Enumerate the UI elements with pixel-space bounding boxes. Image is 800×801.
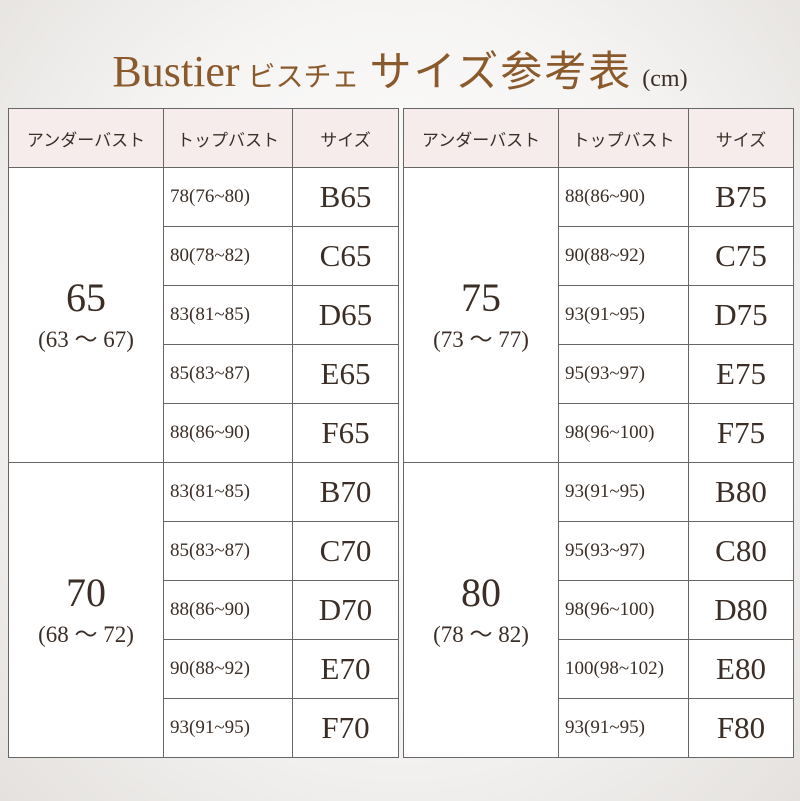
size-table: アンダーバスト トップバスト サイズ 65 (63 ～ 67) 78(76~80) B65 8… xyxy=(8,108,399,758)
top-bust: 93(91~95) xyxy=(163,698,293,758)
top-bust: 83(81~85) xyxy=(163,285,293,345)
size: F70 xyxy=(292,698,399,758)
top-bust: 88(86~90) xyxy=(163,403,293,463)
top-bust: 90(88~92) xyxy=(163,639,293,699)
under-bust-range: (78 ～ 82) xyxy=(433,622,529,647)
size: D75 xyxy=(688,285,794,345)
top-bust: 95(93~97) xyxy=(558,521,689,581)
header-row: アンダーバスト トップバスト サイズ xyxy=(8,108,399,168)
under-bust: 80 xyxy=(461,570,501,615)
row: 88(86~90) D70 xyxy=(9,580,399,640)
top-bust: 88(86~90) xyxy=(163,580,293,640)
size: B80 xyxy=(688,462,794,522)
top-bust: 93(91~95) xyxy=(558,462,689,522)
size: E65 xyxy=(292,344,399,404)
row: 90(88~92) E70 xyxy=(9,639,399,699)
top-bust: 93(91~95) xyxy=(558,698,689,758)
header-cell: サイズ xyxy=(292,108,399,168)
header-row: アンダーバスト トップバスト サイズ xyxy=(403,108,794,168)
row: 93(91~95) F80 xyxy=(404,698,794,758)
heading: サイズ参考表 xyxy=(369,50,633,96)
header-cell: アンダーバスト xyxy=(403,108,559,168)
under-bust-range: (68 ～ 72) xyxy=(38,622,134,647)
row: 85(83~87) E65 xyxy=(9,344,399,404)
row: 83(81~85) D65 xyxy=(9,285,399,345)
row: 75 (73 ～ 77) 88(86~90) B75 xyxy=(403,167,794,463)
size: B70 xyxy=(292,462,399,522)
unit: (cm) xyxy=(642,66,688,92)
size: C80 xyxy=(688,521,794,581)
under-bust: 65 xyxy=(66,275,106,320)
row: 98(96~100) F75 xyxy=(404,403,794,463)
top-bust: 85(83~87) xyxy=(163,521,293,581)
row: 98(96~100) D80 xyxy=(404,580,794,640)
size: F80 xyxy=(688,698,794,758)
size: D80 xyxy=(688,580,794,640)
size: F75 xyxy=(688,403,794,463)
under-bust-cell: 65 (63 ～ 67) xyxy=(8,167,164,463)
row: 80 (78 ～ 82) 93(91~95) B80 xyxy=(403,462,794,758)
under-bust-cell: 70 (68 ～ 72) xyxy=(8,462,164,758)
row: 95(93~97) E75 xyxy=(404,344,794,404)
size: E70 xyxy=(292,639,399,699)
size: B75 xyxy=(688,167,794,227)
row: 65 (63 ～ 67) 78(76~80) B65 xyxy=(8,167,399,463)
row: 93(91~95) F70 xyxy=(9,698,399,758)
top-bust: 98(96~100) xyxy=(558,580,689,640)
top-bust: 85(83~87) xyxy=(163,344,293,404)
size: C70 xyxy=(292,521,399,581)
under-bust: 70 xyxy=(66,570,106,615)
size: F65 xyxy=(292,403,399,463)
under-bust: 75 xyxy=(461,275,501,320)
size: D70 xyxy=(292,580,399,640)
size: C75 xyxy=(688,226,794,286)
header-cell: トップバスト xyxy=(163,108,293,168)
top-bust: 88(86~90) xyxy=(558,167,689,227)
row: 90(88~92) C75 xyxy=(404,226,794,286)
row: 93(91~95) D75 xyxy=(404,285,794,345)
header-cell: サイズ xyxy=(688,108,794,168)
size: C65 xyxy=(292,226,399,286)
under-bust-cell: 80 (78 ～ 82) xyxy=(403,462,559,758)
header-cell: トップバスト xyxy=(558,108,689,168)
top-bust: 90(88~92) xyxy=(558,226,689,286)
top-bust: 95(93~97) xyxy=(558,344,689,404)
header-cell: アンダーバスト xyxy=(8,108,164,168)
size: E75 xyxy=(688,344,794,404)
under-bust-range: (63 ～ 67) xyxy=(38,327,134,352)
title: Bustier ビスチェ サイズ参考表 (cm) xyxy=(0,38,800,99)
top-bust: 80(78~82) xyxy=(163,226,293,286)
top-bust: 100(98~102) xyxy=(558,639,689,699)
brand: Bustier xyxy=(112,47,240,96)
under-bust-cell: 75 (73 ～ 77) xyxy=(403,167,559,463)
row: 80(78~82) C65 xyxy=(9,226,399,286)
top-bust: 78(76~80) xyxy=(163,167,293,227)
size: B65 xyxy=(292,167,399,227)
row: 95(93~97) C80 xyxy=(404,521,794,581)
size-table: アンダーバスト トップバスト サイズ 75 (73 ～ 77) 88(86~90) B75 9… xyxy=(403,108,794,758)
size: D65 xyxy=(292,285,399,345)
top-bust: 83(81~85) xyxy=(163,462,293,522)
top-bust: 98(96~100) xyxy=(558,403,689,463)
row: 70 (68 ～ 72) 83(81~85) B70 xyxy=(8,462,399,758)
size: E80 xyxy=(688,639,794,699)
product: ビスチェ xyxy=(247,62,360,93)
top-bust: 93(91~95) xyxy=(558,285,689,345)
under-bust-range: (73 ～ 77) xyxy=(433,327,529,352)
